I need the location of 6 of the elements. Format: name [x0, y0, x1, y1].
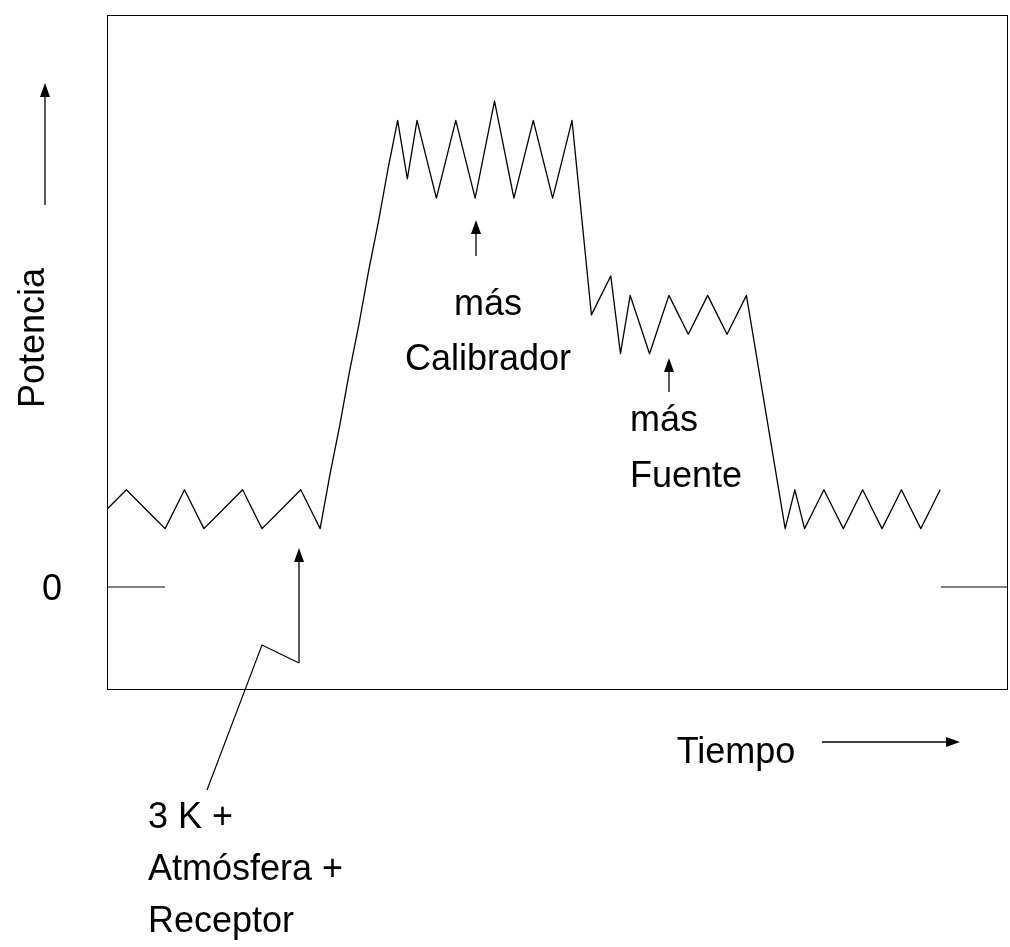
text: 3 K + Atmósfera + Receptor [148, 795, 344, 940]
ref-line-label: 0 [41, 566, 62, 608]
annotation: más Calibrador [404, 282, 572, 378]
y-axis-title: Potencia [11, 266, 52, 409]
annotation: más Fuente [630, 398, 743, 495]
x-axis-title: Tiempo [676, 730, 796, 771]
